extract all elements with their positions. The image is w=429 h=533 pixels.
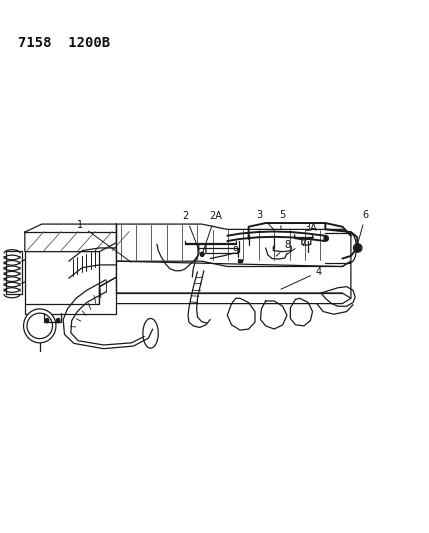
Circle shape [324, 236, 328, 241]
Circle shape [200, 252, 204, 256]
Text: 2: 2 [182, 211, 199, 250]
Text: 9: 9 [233, 246, 239, 262]
Text: 4: 4 [281, 267, 322, 289]
Circle shape [45, 318, 49, 322]
Text: 7158  1200B: 7158 1200B [18, 36, 111, 50]
Circle shape [239, 260, 242, 263]
Text: 3: 3 [256, 209, 275, 230]
Ellipse shape [24, 309, 56, 343]
Circle shape [355, 244, 361, 252]
Text: 3A: 3A [304, 223, 317, 240]
Text: 1: 1 [77, 220, 131, 262]
Ellipse shape [27, 313, 52, 338]
Text: 7: 7 [287, 238, 306, 254]
Text: 6: 6 [358, 209, 369, 243]
Text: 2A: 2A [203, 211, 222, 252]
Text: 8: 8 [276, 240, 291, 256]
Circle shape [56, 318, 60, 322]
Text: 5: 5 [279, 210, 285, 229]
